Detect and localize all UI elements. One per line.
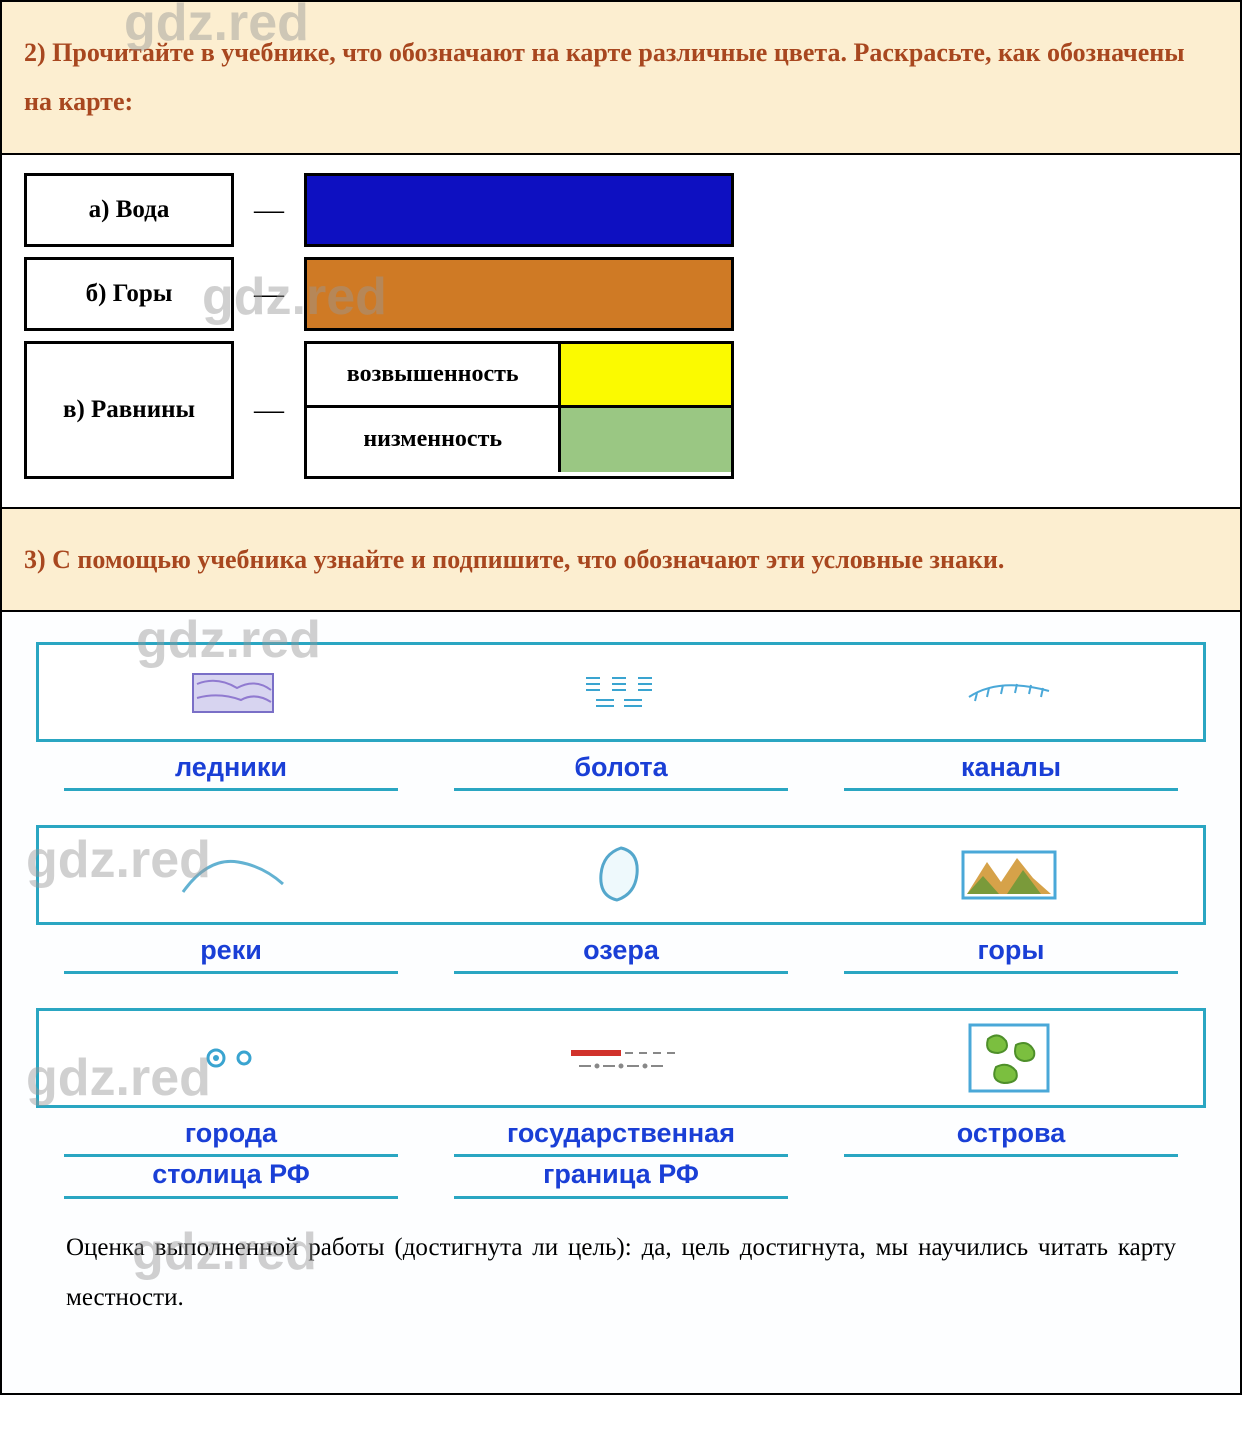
cities-icon <box>39 1038 427 1078</box>
glaciers-icon <box>39 664 427 720</box>
label-canals: каналы <box>961 750 1061 785</box>
swatch-plains: возвышенность низменность <box>304 341 734 479</box>
label-cities: города <box>185 1116 277 1151</box>
label-border-2: граница РФ <box>543 1157 699 1192</box>
task3-header: 3) С помощью учебника узнайте и подпишит… <box>2 509 1240 612</box>
symbol-row-2 <box>36 825 1206 925</box>
label-swamps: болота <box>574 750 667 785</box>
label-border: государственная <box>507 1116 735 1151</box>
task2-body: а) Вода — б) Горы — gdz.red в) Равнины —… <box>2 155 1240 509</box>
label-lakes: озера <box>583 933 659 968</box>
dash: — <box>234 257 304 331</box>
state-border-icon <box>427 1038 815 1078</box>
label-mountains: б) Горы <box>24 257 234 331</box>
islands-icon <box>815 1019 1203 1097</box>
swatch-lowland <box>561 408 731 472</box>
symbol-labels-1: ледники болота каналы <box>36 750 1206 791</box>
canals-icon <box>815 667 1203 717</box>
rivers-icon <box>39 847 427 903</box>
mountains-icon <box>815 846 1203 904</box>
label-islands: острова <box>957 1116 1066 1151</box>
task3-header-text: 3) С помощью учебника узнайте и подпишит… <box>24 545 1004 574</box>
document-root: 2) Прочитайте в учебнике, что обозначают… <box>0 0 1242 1395</box>
symbol-labels-2: реки озера горы <box>36 933 1206 974</box>
row-mountains: б) Горы — gdz.red <box>24 257 1218 331</box>
symbol-row-1 <box>36 642 1206 742</box>
label-upland: возвышенность <box>307 344 561 405</box>
lakes-icon <box>427 840 815 910</box>
task2-header-text: 2) Прочитайте в учебнике, что обозначают… <box>24 38 1185 116</box>
label-water: а) Вода <box>24 173 234 247</box>
label-plains: в) Равнины <box>24 341 234 479</box>
symbol-labels-3: города столица РФ государственная границ… <box>36 1116 1206 1198</box>
label-rivers: реки <box>200 933 262 968</box>
label-mountains: горы <box>978 933 1045 968</box>
symbol-row-3 <box>36 1008 1206 1108</box>
label-cities-2: столица РФ <box>152 1157 310 1192</box>
label-glaciers: ледники <box>175 750 287 785</box>
evaluation-text: Оценка выполненной работы (достигнута ли… <box>36 1199 1206 1363</box>
task2-header: 2) Прочитайте в учебнике, что обозначают… <box>2 2 1240 155</box>
row-water: а) Вода — <box>24 173 1218 247</box>
swatch-water <box>304 173 734 247</box>
dash: — <box>234 173 304 247</box>
swatch-mountains <box>304 257 734 331</box>
label-lowland: низменность <box>307 408 561 472</box>
dash: — <box>234 341 304 479</box>
row-plains: в) Равнины — возвышенность низменность <box>24 341 1218 479</box>
swamps-icon <box>427 664 815 720</box>
task3-body: gdz.red gdz.red gdz.red gdz.red <box>2 612 1240 1392</box>
swatch-upland <box>561 344 731 405</box>
